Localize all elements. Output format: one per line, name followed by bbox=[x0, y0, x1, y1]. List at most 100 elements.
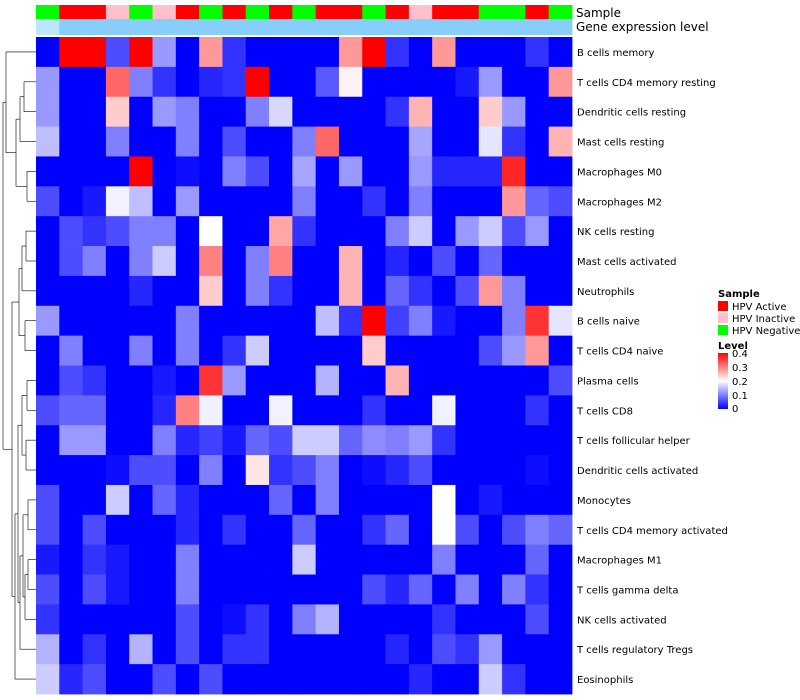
heatmap-cell bbox=[269, 305, 293, 337]
heatmap-cell bbox=[105, 484, 130, 516]
heatmap-cell bbox=[222, 156, 247, 187]
heatmap-cell bbox=[152, 275, 177, 307]
heatmap-cell bbox=[432, 37, 456, 68]
row-label: B cells naive bbox=[577, 317, 640, 328]
heatmap-cell bbox=[315, 574, 340, 605]
heatmap-cell bbox=[315, 514, 340, 546]
row-label: Macrophages M2 bbox=[577, 197, 662, 208]
row-label: NK cells activated bbox=[577, 615, 667, 626]
heatmap-cell bbox=[105, 395, 130, 426]
heatmap-cell bbox=[525, 664, 550, 695]
heatmap-cell bbox=[105, 365, 130, 396]
heatmap-cell bbox=[338, 634, 363, 665]
sample-legend-title: Sample bbox=[718, 289, 760, 300]
heatmap-cell bbox=[385, 305, 410, 337]
heatmap-cell bbox=[36, 66, 60, 98]
heatmap-cell bbox=[408, 305, 433, 337]
sample-track-label: Sample bbox=[576, 6, 621, 20]
heatmap-cell bbox=[245, 574, 270, 605]
heatmap-cell bbox=[152, 574, 177, 605]
heatmap-cell bbox=[525, 126, 550, 157]
heatmap-cell bbox=[59, 514, 84, 546]
heatmap-cell bbox=[525, 335, 550, 366]
heatmap-cell bbox=[59, 484, 84, 516]
heatmap-cell bbox=[408, 365, 433, 396]
heatmap-cell bbox=[222, 664, 247, 695]
heatmap-cell bbox=[199, 544, 223, 575]
heatmap-cell bbox=[548, 365, 573, 396]
level-tick-0: 0 bbox=[732, 404, 738, 415]
heatmap-cell bbox=[362, 66, 386, 98]
heatmap-cell bbox=[199, 216, 223, 247]
heatmap-cell bbox=[292, 544, 317, 575]
heatmap-cell bbox=[269, 216, 293, 247]
heatmap-cell bbox=[478, 216, 503, 247]
heatmap-cell bbox=[245, 335, 270, 366]
heatmap-cell bbox=[59, 544, 84, 575]
heatmap-cell bbox=[338, 395, 363, 426]
heatmap-cell bbox=[129, 66, 153, 98]
row-label: Plasma cells bbox=[577, 376, 639, 387]
heatmap-cell bbox=[152, 544, 177, 575]
expression-annotation-cell bbox=[59, 19, 84, 35]
heatmap-cell bbox=[175, 365, 200, 396]
heatmap-cell bbox=[548, 156, 573, 187]
sample-annotation-cell bbox=[525, 5, 550, 19]
heatmap-cell bbox=[222, 365, 247, 396]
heatmap-cell bbox=[432, 574, 456, 605]
heatmap-cell bbox=[478, 335, 503, 366]
heatmap-cell bbox=[502, 156, 526, 187]
heatmap-cell bbox=[199, 305, 223, 337]
heatmap-cell bbox=[199, 574, 223, 605]
heatmap-cell bbox=[199, 395, 223, 426]
heatmap-cell bbox=[362, 604, 386, 635]
heatmap-cell bbox=[269, 514, 293, 546]
expression-annotation-cell bbox=[152, 19, 177, 35]
heatmap-cell bbox=[502, 574, 526, 605]
heatmap-cell bbox=[385, 544, 410, 575]
heatmap-cell bbox=[269, 604, 293, 635]
heatmap-cell bbox=[152, 604, 177, 635]
sample-annotation-cell bbox=[222, 5, 247, 19]
heatmap-cell bbox=[292, 514, 317, 546]
heatmap-cell bbox=[105, 305, 130, 337]
heatmap-cell bbox=[245, 37, 270, 68]
heatmap-cell bbox=[129, 37, 153, 68]
heatmap-cell bbox=[222, 37, 247, 68]
heatmap-cell bbox=[199, 664, 223, 695]
heatmap-cell bbox=[175, 335, 200, 366]
heatmap-cell bbox=[362, 544, 386, 575]
heatmap-cell bbox=[175, 604, 200, 635]
heatmap-cell bbox=[385, 66, 410, 98]
heatmap-cell bbox=[455, 574, 480, 605]
heatmap-cell bbox=[315, 455, 340, 486]
heatmap-cell bbox=[362, 186, 386, 217]
heatmap-cell bbox=[315, 216, 340, 247]
expression-annotation-cell bbox=[292, 19, 317, 35]
heatmap-cell bbox=[59, 365, 84, 396]
heatmap-cell bbox=[129, 664, 153, 695]
heatmap-cell bbox=[129, 484, 153, 516]
heatmap-cell bbox=[36, 395, 60, 426]
heatmap-cell bbox=[59, 216, 84, 247]
row-label: Eosinophils bbox=[577, 675, 633, 686]
heatmap-cell bbox=[548, 216, 573, 247]
heatmap-cell bbox=[432, 365, 456, 396]
heatmap-cell bbox=[245, 126, 270, 157]
sample-annotation-cell bbox=[105, 5, 130, 19]
row-label: Macrophages M1 bbox=[577, 556, 662, 567]
heatmap-cell bbox=[82, 275, 107, 307]
heatmap-cell bbox=[36, 365, 60, 396]
heatmap-cell bbox=[222, 395, 247, 426]
heatmap-cell bbox=[199, 455, 223, 486]
row-label: T cells CD4 memory resting bbox=[576, 78, 716, 89]
heatmap-cell bbox=[105, 186, 130, 217]
heatmap-cell bbox=[82, 664, 107, 695]
heatmap-cell bbox=[548, 484, 573, 516]
heatmap-cell bbox=[502, 455, 526, 486]
sample-annotation-cell bbox=[385, 5, 410, 19]
heatmap-cell bbox=[385, 365, 410, 396]
heatmap-cell bbox=[105, 544, 130, 575]
heatmap-cell bbox=[502, 604, 526, 635]
